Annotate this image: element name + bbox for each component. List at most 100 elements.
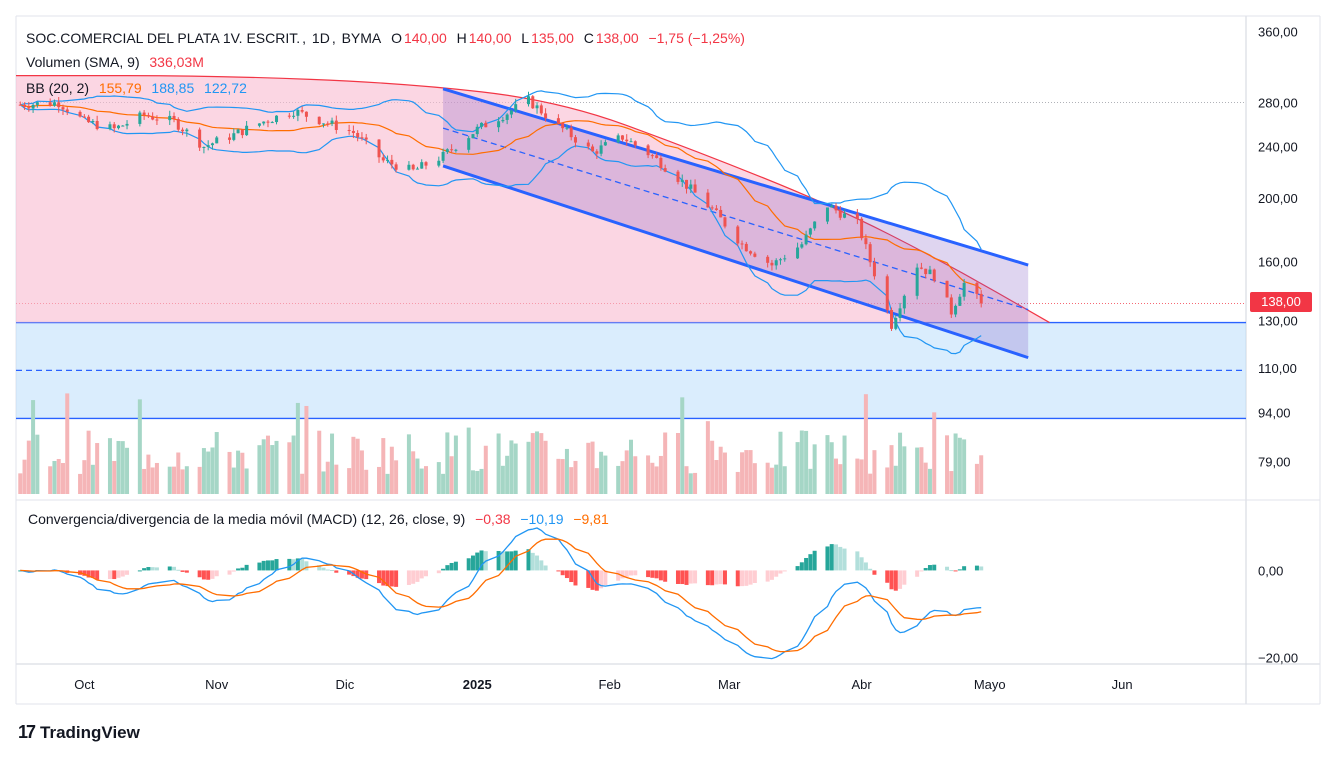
candle	[78, 110, 82, 118]
candle	[979, 290, 983, 308]
symbol-legend[interactable]: SOC.COMERCIAL DEL PLATA 1V. ESCRIT., 1D,…	[26, 30, 745, 46]
volume-bar	[718, 446, 723, 494]
volume-bar	[590, 441, 595, 494]
candle	[693, 179, 697, 193]
candle	[714, 205, 718, 211]
volume-bar	[586, 442, 591, 494]
candle-body	[117, 125, 120, 129]
volume-bar	[859, 459, 864, 494]
macd-histogram-bar	[419, 570, 424, 579]
candle-body	[287, 115, 291, 117]
candle-body	[471, 134, 475, 139]
macd-histogram-bar	[825, 546, 830, 571]
candle-body	[138, 112, 142, 124]
macd-histogram-bar	[317, 565, 322, 571]
macd-histogram-bar	[620, 570, 625, 579]
candle	[561, 122, 565, 133]
volume-bar	[274, 440, 279, 494]
candle-body	[928, 269, 932, 275]
macd-histogram-bar	[735, 570, 740, 587]
macd-histogram-bar	[752, 570, 757, 584]
macd-histogram-bar	[616, 570, 621, 581]
volume-bar	[330, 433, 335, 494]
volume-bar	[569, 467, 574, 494]
volume-bar	[295, 402, 300, 494]
macd-histogram-bar	[680, 570, 685, 585]
candle	[860, 217, 864, 241]
macd-histogram-bar	[893, 570, 898, 591]
candle-body	[202, 146, 206, 148]
macd-histogram-bar	[479, 550, 484, 571]
candle-body	[894, 317, 898, 329]
volume-bar	[436, 462, 441, 494]
candle	[390, 154, 394, 169]
volume-bar	[287, 442, 292, 494]
price-tick-label: 160,00	[1258, 254, 1298, 269]
volume-bar	[863, 394, 868, 494]
candle	[659, 155, 663, 171]
candle-body	[266, 121, 270, 123]
channel-upper	[442, 87, 1029, 267]
volume-bar	[808, 468, 813, 494]
volume-bar	[932, 412, 937, 494]
macd-histogram-bar	[573, 570, 578, 586]
candle	[603, 139, 607, 146]
candle-body	[509, 110, 513, 115]
candle-body	[736, 226, 740, 244]
candle-body	[390, 159, 394, 165]
macd-tick-label: −20,00	[1258, 651, 1298, 666]
volume-bar	[214, 432, 219, 494]
macd-histogram-bar	[675, 570, 680, 584]
candle-body	[351, 130, 355, 133]
volume-bar	[60, 463, 65, 494]
bb-upper-value: 188,85	[151, 80, 195, 96]
macd-histogram-bar	[470, 555, 475, 571]
candle-body	[898, 308, 902, 318]
candle-body	[595, 151, 599, 154]
candle	[484, 120, 488, 128]
macd-histogram-bar	[146, 567, 151, 571]
macd-histogram-bar	[381, 570, 386, 586]
candle-body	[215, 137, 219, 144]
macd-histogram-bar	[957, 569, 962, 571]
candle	[885, 274, 889, 314]
close-value: 138,00	[595, 30, 639, 46]
tradingview-brand[interactable]: 17 TradingView	[18, 722, 140, 743]
candle-body	[685, 179, 689, 189]
macd-signal-value: −9,81	[573, 511, 609, 527]
open-value: 140,00	[403, 30, 447, 46]
volume-bar	[693, 472, 698, 494]
candle	[270, 121, 274, 124]
macd-legend[interactable]: Convergencia/divergencia de la media móv…	[28, 511, 611, 527]
candle	[535, 102, 539, 114]
bb-basis-value: 155,79	[98, 80, 142, 96]
price-tick-label: 110,00	[1258, 361, 1297, 376]
candle	[471, 133, 475, 139]
candle-body	[539, 105, 543, 114]
volume-bar	[769, 467, 774, 494]
brand-name: TradingView	[40, 722, 140, 742]
candle-body	[740, 243, 744, 245]
candle	[676, 169, 680, 185]
macd-histogram-bar	[710, 570, 715, 586]
candle-body	[407, 164, 411, 170]
candle	[95, 115, 99, 131]
time-tick-label: 2025	[463, 677, 492, 692]
candle-body	[146, 115, 150, 117]
candle	[424, 161, 428, 170]
candle-body	[257, 123, 261, 126]
macd-histogram-bar	[927, 565, 932, 571]
macd-histogram-bar	[654, 570, 659, 579]
candle-body	[151, 116, 155, 120]
bb-lower-value: 122,72	[204, 80, 247, 96]
volume-bar	[334, 464, 339, 494]
candle	[770, 259, 774, 271]
volume-bar	[804, 430, 809, 494]
volume-legend[interactable]: Volumen (SMA, 9) 336,03M	[26, 54, 206, 70]
bb-legend[interactable]: BB (20, 2) 155,79 188,85 122,72	[26, 80, 249, 96]
volume-bar	[257, 445, 262, 494]
candle	[326, 121, 330, 127]
time-tick-label: Nov	[205, 677, 229, 692]
macd-histogram-bar	[774, 570, 779, 577]
